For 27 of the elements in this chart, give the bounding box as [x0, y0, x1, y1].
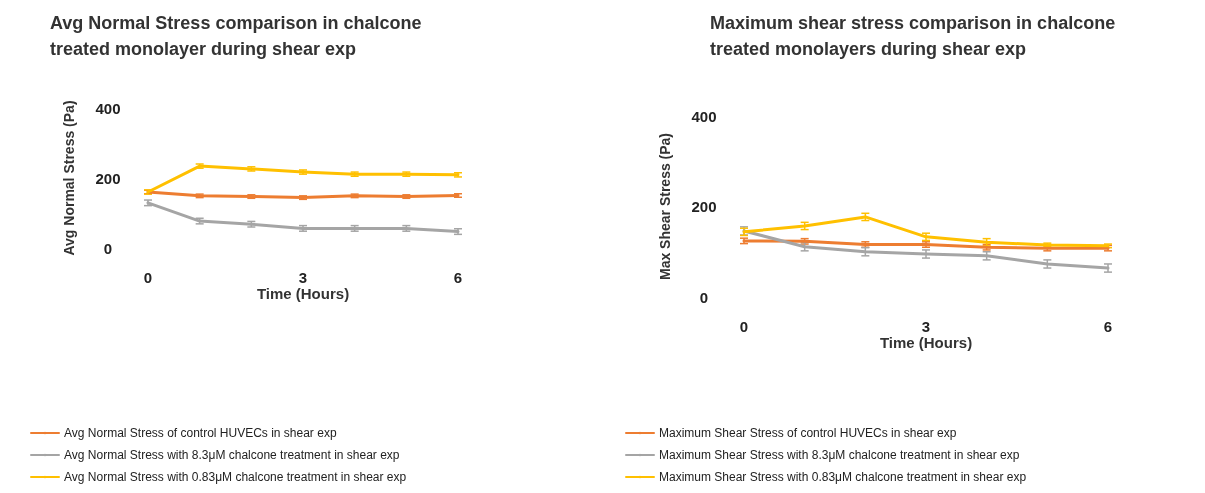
legend-label: Maximum Shear Stress with 0.83μM chalcone treatment in shear exp	[659, 470, 1027, 484]
y-tick-label: 200	[691, 198, 717, 215]
line-series	[742, 215, 1110, 248]
x-tick-label: 3	[298, 269, 308, 286]
chart-title: Maximum shear stress comparison in chalcone treated monolayers during shear exp	[710, 13, 1121, 59]
x-tick-label: 0	[143, 269, 153, 286]
x-tick-label: 0	[739, 318, 749, 335]
y-tick-label: 400	[95, 99, 121, 117]
legend-label: Maximum Shear Stress with 8.3μM chalcone treatment in shear exp	[659, 448, 1020, 462]
x-tick-label: 3	[921, 318, 931, 335]
chart-title: Avg Normal Stress comparison in chalcone treated monolayer during shear exp	[50, 13, 427, 59]
legend-label: Avg Normal Stress with 0.83μM chalcone treatment in shear exp	[64, 470, 407, 484]
x-axis-title: Time (Hours)	[256, 284, 350, 302]
y-tick-label: 0	[103, 239, 113, 257]
x-tick-label: 6	[1103, 318, 1113, 335]
y-tick-label: 200	[95, 169, 121, 187]
y-tick-label: 400	[691, 107, 717, 125]
y-axis-title: Avg Normal Stress (Pa)	[61, 100, 77, 256]
legend-label: Avg Normal Stress of control HUVECs in shear exp	[64, 426, 337, 440]
line-series	[146, 164, 460, 194]
x-axis-title: Time (Hours)	[879, 333, 973, 351]
x-tick-label: 6	[453, 269, 463, 286]
legend-label: Maximum Shear Stress of control HUVECs in shear exp	[659, 426, 957, 440]
y-axis-title: Max Shear Stress (Pa)	[657, 132, 673, 281]
line-series	[742, 229, 1110, 270]
legend-label: Avg Normal Stress with 8.3μM chalcone treatment in shear exp	[64, 448, 400, 462]
y-tick-label: 0	[699, 288, 709, 306]
